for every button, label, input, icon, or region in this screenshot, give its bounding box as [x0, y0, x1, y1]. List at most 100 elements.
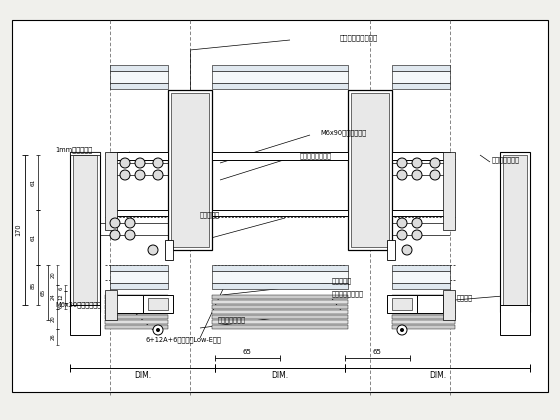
Bar	[70, 152, 100, 155]
Bar	[70, 305, 100, 335]
Bar	[110, 71, 168, 83]
Bar	[212, 295, 348, 299]
Bar	[212, 65, 348, 71]
Bar	[392, 71, 450, 83]
Bar	[392, 315, 455, 319]
Bar	[392, 265, 450, 271]
Circle shape	[430, 158, 440, 168]
Circle shape	[120, 158, 130, 168]
Circle shape	[153, 325, 163, 335]
Text: 6: 6	[58, 286, 63, 290]
Bar	[12, 20, 548, 392]
Bar	[392, 320, 455, 324]
Circle shape	[397, 325, 407, 335]
Circle shape	[110, 230, 120, 240]
Bar	[392, 300, 455, 304]
Bar	[212, 310, 348, 314]
Text: 6+12A+6钢化中空Low-E玻璃: 6+12A+6钢化中空Low-E玻璃	[145, 337, 221, 343]
Bar	[500, 152, 530, 312]
Bar	[392, 305, 455, 309]
Bar	[392, 210, 450, 216]
Bar	[168, 90, 212, 250]
Text: DIM.: DIM.	[134, 370, 151, 380]
Text: 65: 65	[40, 289, 45, 296]
Text: DIM.: DIM.	[272, 370, 288, 380]
Bar	[212, 283, 348, 289]
Text: 聚碳酸合金型焊卡扣: 聚碳酸合金型焊卡扣	[340, 35, 378, 41]
Text: DIM.: DIM.	[429, 370, 446, 380]
Circle shape	[153, 158, 163, 168]
Bar	[105, 290, 117, 320]
Circle shape	[397, 218, 407, 228]
Bar	[110, 283, 168, 289]
Text: M6x90不锈钢螺栓组: M6x90不锈钢螺栓组	[320, 130, 366, 136]
Bar	[105, 325, 168, 329]
Bar	[148, 298, 168, 310]
Bar	[351, 93, 389, 247]
Text: 幕墙封管: 幕墙封管	[457, 295, 473, 301]
Text: 铝合金密封盖板: 铝合金密封盖板	[218, 317, 246, 323]
Bar	[392, 83, 450, 89]
Text: 65: 65	[242, 349, 251, 355]
Bar	[212, 265, 348, 271]
Bar	[392, 310, 455, 314]
Text: 24: 24	[50, 294, 55, 300]
Text: 26: 26	[50, 333, 55, 340]
Bar	[400, 295, 443, 313]
Bar	[212, 315, 348, 319]
Circle shape	[412, 170, 422, 180]
Circle shape	[110, 218, 120, 228]
Bar	[212, 210, 348, 216]
Text: 20: 20	[50, 315, 55, 323]
Bar	[443, 152, 455, 230]
Circle shape	[430, 170, 440, 180]
Bar	[110, 152, 168, 160]
Bar	[212, 152, 348, 160]
Bar	[105, 152, 117, 230]
Text: 三乙丙闭管胶缝: 三乙丙闭管胶缝	[492, 157, 520, 163]
Bar	[105, 310, 168, 314]
Circle shape	[397, 230, 407, 240]
Bar	[105, 305, 168, 309]
Text: 61: 61	[30, 179, 35, 186]
Bar	[348, 90, 392, 250]
Circle shape	[400, 328, 404, 332]
Bar	[392, 325, 455, 329]
Bar	[500, 305, 530, 335]
Bar	[73, 155, 97, 310]
Text: 五金件不变: 五金件不变	[200, 212, 220, 218]
Circle shape	[412, 218, 422, 228]
Text: 170: 170	[15, 224, 21, 236]
Bar	[171, 93, 209, 247]
Bar	[105, 300, 168, 304]
Bar	[387, 240, 395, 260]
Circle shape	[125, 230, 135, 240]
Text: 铝合金压板: 铝合金压板	[332, 278, 352, 284]
Bar	[110, 265, 168, 271]
Text: 6: 6	[58, 304, 63, 308]
Bar	[212, 305, 348, 309]
Bar	[105, 320, 168, 324]
Bar	[392, 283, 450, 289]
Text: 61: 61	[30, 234, 35, 241]
Text: 12: 12	[58, 294, 63, 300]
Bar	[392, 271, 450, 283]
Circle shape	[125, 218, 135, 228]
Bar	[212, 71, 348, 83]
Circle shape	[135, 170, 145, 180]
Bar	[110, 271, 168, 283]
Text: 65: 65	[372, 349, 381, 355]
Bar	[392, 298, 412, 310]
Bar	[503, 155, 527, 310]
Text: 1mm橡胶垫垫片: 1mm橡胶垫垫片	[55, 147, 92, 153]
Circle shape	[135, 158, 145, 168]
Bar	[212, 83, 348, 89]
Bar	[392, 295, 455, 299]
Bar	[105, 295, 168, 299]
Bar	[387, 295, 417, 313]
Bar	[105, 315, 168, 319]
Circle shape	[397, 170, 407, 180]
Text: 铝合金上悬窗内框: 铝合金上悬窗内框	[332, 291, 364, 297]
Circle shape	[402, 245, 412, 255]
Text: 85: 85	[30, 281, 35, 289]
